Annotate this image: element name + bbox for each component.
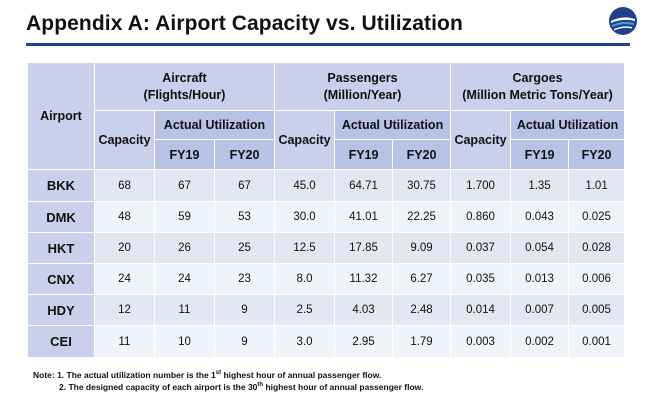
cell-aircraft-capacity: 12: [94, 294, 155, 326]
cell-passengers-capacity: 30.0: [274, 201, 336, 233]
cell-cargoes-capacity: 0.860: [450, 201, 512, 233]
cell-aircraft-fy19: 67: [154, 169, 215, 202]
cell-cargoes-fy19: 0.013: [510, 263, 570, 295]
note-2: 2. The designed capacity of each airport…: [59, 382, 424, 392]
cell-passengers-capacity: 2.5: [274, 294, 336, 326]
cell-passengers-fy19: 2.95: [334, 325, 394, 358]
cell-aircraft-fy19: 59: [154, 201, 215, 233]
cell-passengers-fy20: 2.48: [392, 294, 452, 326]
cell-passengers-fy20: 30.75: [392, 169, 452, 202]
cell-aircraft-fy20: 9: [213, 294, 276, 326]
cell-passengers-fy20: 9.09: [392, 232, 452, 264]
cell-cargoes-fy20: 1.01: [568, 169, 626, 202]
cell-cargoes-capacity: 0.037: [450, 232, 512, 264]
header-cargoes-line1: Cargoes: [512, 71, 563, 85]
table-row: DMK 48 59 53 30.0 41.01 22.25 0.860 0.04…: [27, 201, 626, 233]
header-cargoes-fy20: FY20: [568, 139, 626, 170]
row-airport: HDY: [27, 294, 95, 326]
cell-passengers-capacity: 45.0: [274, 169, 336, 202]
cell-cargoes-capacity: 0.035: [450, 263, 512, 295]
row-airport: DMK: [27, 201, 95, 233]
header-cargoes-line2: (Million Metric Tons/Year): [462, 88, 613, 102]
title-underline: [26, 43, 630, 46]
cell-aircraft-fy19: 11: [154, 294, 215, 326]
cell-cargoes-fy20: 0.006: [568, 263, 626, 295]
header-passengers: Passengers (Million/Year): [274, 62, 452, 111]
cell-aircraft-fy20: 25: [213, 232, 276, 264]
cell-cargoes-fy20: 0.028: [568, 232, 626, 264]
row-airport: HKT: [27, 232, 95, 264]
header-cargoes: Cargoes (Million Metric Tons/Year): [450, 62, 626, 111]
cell-passengers-capacity: 12.5: [274, 232, 336, 264]
header-passengers-fy20: FY20: [392, 139, 452, 170]
table-row: CNX 24 24 23 8.0 11.32 6.27 0.035 0.013 …: [27, 263, 626, 295]
cell-aircraft-capacity: 68: [94, 169, 155, 202]
cell-aircraft-fy19: 10: [154, 325, 215, 358]
table-row: CEI 11 10 9 3.0 2.95 1.79 0.003 0.002 0.…: [27, 325, 626, 358]
cell-aircraft-capacity: 20: [94, 232, 155, 264]
header-cargoes-fy19: FY19: [510, 139, 570, 170]
cell-aircraft-fy20: 53: [213, 201, 276, 233]
header-aircraft-capacity: Capacity: [94, 110, 155, 170]
table-row: HKT 20 26 25 12.5 17.85 9.09 0.037 0.054…: [27, 232, 626, 264]
cell-aircraft-capacity: 24: [94, 263, 155, 295]
footnotes: Note: 1. The actual utilization number i…: [33, 369, 423, 393]
cell-aircraft-capacity: 48: [94, 201, 155, 233]
cell-aircraft-capacity: 11: [94, 325, 155, 358]
cell-passengers-capacity: 3.0: [274, 325, 336, 358]
header-aircraft-fy19: FY19: [154, 139, 215, 170]
cell-aircraft-fy19: 24: [154, 263, 215, 295]
cell-cargoes-capacity: 0.014: [450, 294, 512, 326]
cell-cargoes-fy19: 0.007: [510, 294, 570, 326]
header-aircraft-line2: (Flights/Hour): [143, 88, 226, 102]
cell-passengers-capacity: 8.0: [274, 263, 336, 295]
table-row: HDY 12 11 9 2.5 4.03 2.48 0.014 0.007 0.…: [27, 294, 626, 326]
note-1: Note: 1. The actual utilization number i…: [33, 370, 382, 380]
cell-aircraft-fy20: 67: [213, 169, 276, 202]
page-title: Appendix A: Airport Capacity vs. Utiliza…: [26, 12, 463, 35]
cell-passengers-fy20: 1.79: [392, 325, 452, 358]
header-cargoes-capacity: Capacity: [450, 110, 512, 170]
cell-aircraft-fy19: 26: [154, 232, 215, 264]
cell-aircraft-fy20: 9: [213, 325, 276, 358]
cell-passengers-fy20: 22.25: [392, 201, 452, 233]
header-aircraft: Aircraft (Flights/Hour): [93, 62, 276, 111]
cell-passengers-fy19: 11.32: [334, 263, 394, 295]
cell-passengers-fy19: 41.01: [334, 201, 394, 233]
cell-passengers-fy20: 6.27: [392, 263, 452, 295]
row-airport: CEI: [27, 325, 95, 358]
header-passengers-fy19: FY19: [334, 139, 394, 170]
header-aircraft-fy20: FY20: [213, 139, 276, 170]
row-airport: CNX: [27, 263, 95, 295]
cell-passengers-fy19: 64.71: [334, 169, 394, 202]
cell-cargoes-fy20: 0.001: [568, 325, 626, 358]
header-passengers-line2: (Million/Year): [323, 88, 402, 102]
cell-aircraft-fy20: 23: [213, 263, 276, 295]
cell-cargoes-fy19: 0.043: [510, 201, 570, 233]
cell-cargoes-capacity: 1.700: [450, 169, 512, 202]
cell-cargoes-fy19: 1.35: [510, 169, 570, 202]
row-airport: BKK: [27, 169, 95, 202]
cell-cargoes-fy19: 0.002: [510, 325, 570, 358]
header-aircraft-line1: Aircraft: [162, 71, 207, 85]
cell-passengers-fy19: 17.85: [334, 232, 394, 264]
cell-passengers-fy19: 4.03: [334, 294, 394, 326]
header-cargoes-actual: Actual Utilization: [510, 110, 626, 140]
header-passengers-actual: Actual Utilization: [334, 110, 452, 140]
capacity-table: Airport Aircraft (Flights/Hour) Passenge…: [27, 62, 626, 358]
cell-cargoes-capacity: 0.003: [450, 325, 512, 358]
cell-cargoes-fy19: 0.054: [510, 232, 570, 264]
airport-logo-icon: [609, 7, 637, 35]
cell-cargoes-fy20: 0.025: [568, 201, 626, 233]
header-airport: Airport: [27, 62, 95, 170]
header-aircraft-actual: Actual Utilization: [153, 110, 276, 140]
header-passengers-line1: Passengers: [327, 71, 398, 85]
header-passengers-capacity: Capacity: [274, 110, 336, 170]
cell-cargoes-fy20: 0.005: [568, 294, 626, 326]
table-row: BKK 68 67 67 45.0 64.71 30.75 1.700 1.35…: [27, 169, 626, 202]
